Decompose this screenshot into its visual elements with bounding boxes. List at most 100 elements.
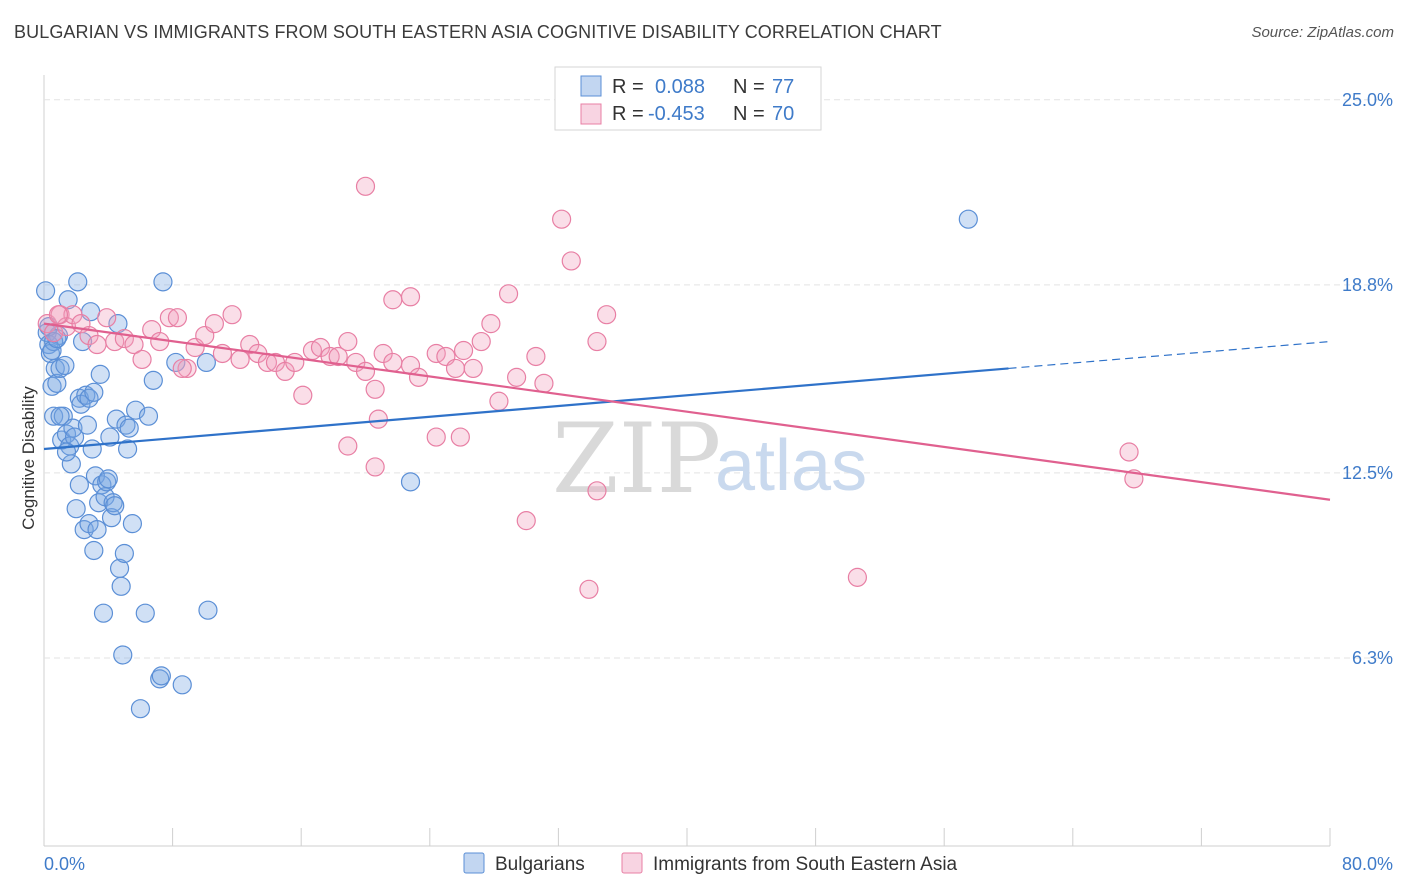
point-immigrants bbox=[320, 346, 340, 367]
chart-title: BULGARIAN VS IMMIGRANTS FROM SOUTH EASTE… bbox=[14, 22, 942, 42]
point-immigrants bbox=[587, 331, 607, 352]
legend-r-label-pink: R = bbox=[612, 103, 644, 125]
point-immigrants bbox=[408, 367, 429, 387]
point-bulgarians bbox=[69, 475, 89, 495]
point-immigrants bbox=[847, 567, 867, 587]
point-immigrants bbox=[338, 331, 358, 352]
point-immigrants bbox=[365, 379, 385, 399]
point-bulgarians bbox=[101, 508, 122, 528]
point-bulgarians bbox=[198, 600, 218, 620]
point-bulgarians bbox=[55, 355, 75, 376]
point-bulgarians bbox=[58, 290, 78, 310]
y-tick-label: 12.5% bbox=[1342, 463, 1393, 483]
point-bulgarians bbox=[113, 645, 133, 665]
trend-lines bbox=[43, 322, 1331, 501]
series-bulgarians-points bbox=[36, 209, 978, 719]
point-bulgarians bbox=[151, 666, 171, 686]
point-immigrants bbox=[383, 290, 403, 310]
point-immigrants bbox=[355, 176, 376, 196]
trend-line-immigrants bbox=[43, 322, 1331, 501]
bottom-legend: Bulgarians Immigrants from South Eastern… bbox=[463, 852, 958, 875]
chart-source: Source: ZipAtlas.com bbox=[1251, 24, 1394, 41]
point-bulgarians bbox=[87, 519, 107, 540]
point-immigrants bbox=[365, 457, 385, 477]
point-bulgarians bbox=[105, 496, 125, 516]
point-immigrants bbox=[426, 427, 446, 447]
point-immigrants bbox=[172, 358, 192, 379]
point-immigrants bbox=[400, 287, 421, 307]
point-immigrants bbox=[587, 481, 607, 501]
point-bulgarians bbox=[153, 272, 173, 292]
point-bulgarians bbox=[44, 406, 64, 426]
point-bulgarians bbox=[103, 493, 123, 513]
point-immigrants bbox=[489, 391, 509, 411]
point-immigrants bbox=[177, 358, 197, 379]
point-bulgarians bbox=[400, 472, 421, 492]
point-bulgarians bbox=[47, 373, 67, 393]
point-immigrants bbox=[579, 579, 599, 599]
y-tick-label: 18.8% bbox=[1342, 275, 1393, 295]
point-bulgarians bbox=[119, 418, 139, 438]
point-bulgarians bbox=[66, 499, 86, 519]
point-immigrants bbox=[463, 358, 483, 379]
point-bulgarians bbox=[98, 469, 118, 489]
bottom-legend-swatch-blue bbox=[463, 852, 485, 874]
point-immigrants bbox=[293, 385, 313, 405]
series-immigrants-points bbox=[37, 176, 1144, 599]
y-tick-label: 25.0% bbox=[1342, 90, 1393, 110]
point-immigrants bbox=[132, 349, 152, 370]
y-tick-labels: 25.0% 18.8% 12.5% 6.3% bbox=[1342, 90, 1393, 668]
point-immigrants bbox=[159, 308, 179, 328]
legend-r-label-blue: R = bbox=[612, 76, 644, 98]
point-bulgarians bbox=[122, 514, 143, 534]
point-immigrants bbox=[338, 436, 358, 456]
point-bulgarians bbox=[111, 576, 131, 596]
watermark-zip: ZIP bbox=[552, 403, 721, 515]
legend-n-label-pink: N = bbox=[733, 103, 765, 125]
point-immigrants bbox=[450, 427, 470, 447]
point-immigrants bbox=[222, 305, 242, 325]
point-bulgarians bbox=[90, 364, 110, 384]
bottom-legend-swatch-pink bbox=[621, 852, 643, 874]
point-immigrants bbox=[516, 511, 536, 531]
point-bulgarians bbox=[77, 415, 98, 435]
point-bulgarians bbox=[150, 669, 170, 689]
point-immigrants bbox=[534, 373, 554, 393]
point-bulgarians bbox=[50, 406, 70, 426]
y-axis-label: Cognitive Disability bbox=[19, 386, 38, 530]
point-bulgarians bbox=[130, 699, 151, 719]
point-immigrants bbox=[383, 352, 403, 373]
point-immigrants bbox=[453, 340, 474, 361]
x-tick-label-max: 80.0% bbox=[1342, 854, 1393, 874]
x-tick-label-min: 0.0% bbox=[44, 854, 85, 874]
trend-line-bulgarians bbox=[43, 367, 1009, 451]
point-immigrants bbox=[481, 314, 501, 334]
point-immigrants bbox=[97, 308, 117, 328]
point-bulgarians bbox=[117, 439, 138, 459]
y-tick-label: 6.3% bbox=[1352, 648, 1393, 668]
watermark: ZIP atlas bbox=[552, 403, 867, 515]
legend-n-label-blue: N = bbox=[733, 76, 765, 98]
point-bulgarians bbox=[84, 540, 104, 561]
point-immigrants bbox=[87, 334, 107, 355]
point-immigrants bbox=[167, 308, 188, 328]
point-bulgarians bbox=[100, 427, 120, 447]
point-immigrants bbox=[597, 305, 617, 325]
point-bulgarians bbox=[172, 675, 192, 695]
point-bulgarians bbox=[135, 603, 155, 623]
legend-swatch-pink bbox=[580, 103, 602, 125]
legend-n-value-pink: 70 bbox=[772, 103, 794, 125]
legend-n-value-blue: 77 bbox=[772, 76, 794, 98]
point-bulgarians bbox=[114, 543, 134, 564]
legend-swatch-blue bbox=[580, 75, 602, 97]
point-bulgarians bbox=[93, 603, 114, 623]
point-bulgarians bbox=[84, 382, 104, 402]
point-immigrants bbox=[204, 314, 224, 334]
bottom-legend-label-pink: Immigrants from South Eastern Asia bbox=[653, 854, 958, 875]
bottom-legend-label-blue: Bulgarians bbox=[495, 854, 585, 875]
point-immigrants bbox=[1119, 442, 1139, 462]
point-bulgarians bbox=[97, 472, 117, 492]
point-bulgarians bbox=[143, 370, 163, 390]
point-bulgarians bbox=[82, 439, 102, 459]
